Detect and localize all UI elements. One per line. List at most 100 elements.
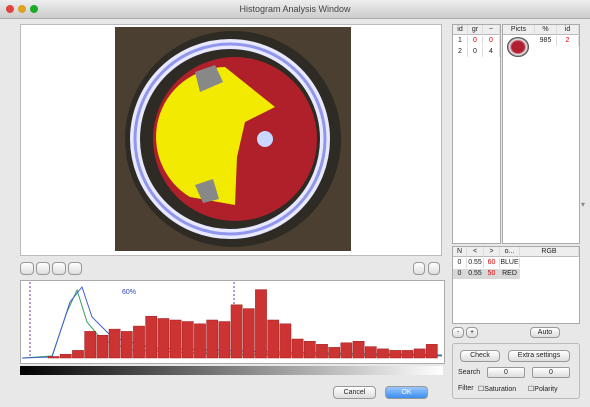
- title-bar: Histogram Analysis Window: [0, 0, 590, 19]
- filter-label: Filter: [458, 385, 474, 392]
- histogram-bar: [218, 321, 231, 359]
- histogram-bar: [340, 342, 353, 359]
- shape: [195, 179, 219, 203]
- header-cell: o...: [500, 247, 520, 257]
- header-cell: ~: [483, 25, 500, 35]
- histogram-bar: [120, 331, 133, 359]
- histogram-bar: [96, 334, 109, 359]
- header-cell: id: [453, 25, 468, 35]
- histogram-bar: [47, 356, 60, 359]
- settings-box: [452, 343, 580, 399]
- table-cell: RED: [500, 269, 520, 279]
- search-from[interactable]: 0: [487, 367, 525, 378]
- option: Saturation: [484, 386, 517, 393]
- saturation-checkbox[interactable]: ☐Saturation: [478, 385, 516, 393]
- auto-button[interactable]: Auto: [530, 327, 560, 338]
- histogram-bar: [72, 350, 84, 359]
- histogram-bar: [84, 331, 97, 359]
- table-cell: 0.55: [467, 269, 484, 279]
- plus-button[interactable]: +: [466, 327, 478, 338]
- polarity-checkbox[interactable]: ☐Polarity: [528, 385, 558, 393]
- minus-button[interactable]: -: [452, 327, 464, 338]
- histogram-bar: [108, 328, 121, 359]
- histogram-bar: [328, 347, 341, 359]
- header-cell: RGB: [520, 247, 579, 257]
- histogram-bar: [133, 325, 145, 359]
- min-dot: [18, 5, 26, 13]
- channel-table: N < > o... RGB 0 0.55 60 BLUE 0 0.55 50 RED: [452, 246, 580, 324]
- close-dot: [6, 5, 14, 13]
- shape: [133, 42, 327, 236]
- histogram-bar: [267, 319, 280, 359]
- gradient-bar: [20, 366, 443, 375]
- annotation: 60%: [122, 289, 136, 296]
- header-cell: >: [484, 247, 500, 257]
- search-label: Search: [458, 369, 481, 376]
- image: [115, 27, 351, 251]
- table-cell: 0.55: [467, 258, 484, 268]
- shape: [156, 67, 275, 205]
- box: ☐: [478, 386, 485, 393]
- header-cell: Picts: [503, 25, 535, 35]
- histogram-bar: [169, 319, 182, 359]
- histogram-bar: [255, 289, 267, 359]
- extra-settings-button[interactable]: Extra settings: [508, 350, 570, 362]
- histogram-bar: [389, 350, 402, 359]
- histogram-bar: [303, 341, 316, 359]
- histogram-bar: [206, 319, 219, 359]
- histogram-bar: [230, 304, 243, 359]
- histogram-bar: [145, 315, 158, 359]
- list-table: id gr ~1 0 0 2 0 4: [452, 24, 501, 244]
- histogram-bar: [242, 308, 255, 359]
- zoom-button[interactable]: [413, 262, 425, 275]
- ellipse-tool[interactable]: [36, 262, 50, 275]
- table-cell: 60: [484, 258, 500, 268]
- table-cell: 0: [468, 47, 483, 57]
- table-cell: BLUE: [500, 258, 520, 268]
- histogram-bar: [413, 348, 426, 359]
- option: Polarity: [534, 386, 558, 393]
- rect-tool[interactable]: [20, 262, 34, 275]
- pointer-tool[interactable]: [68, 262, 82, 275]
- panel-button[interactable]: [428, 262, 440, 275]
- histogram-bar: [316, 344, 328, 359]
- histogram-bar: [425, 344, 438, 359]
- shape: [257, 131, 273, 147]
- pict-table: Picts% id 985 2: [502, 24, 580, 244]
- header-cell: <: [467, 247, 484, 257]
- table-cell: 0: [483, 36, 500, 46]
- table-cell: 0: [468, 36, 483, 46]
- histogram-bar: [352, 341, 365, 359]
- table-cell: 1: [453, 36, 468, 46]
- cancel-button[interactable]: Cancel: [333, 386, 376, 399]
- table-cell: 4: [483, 47, 500, 57]
- histogram-bar: [279, 323, 292, 359]
- search-to[interactable]: 0: [532, 367, 570, 378]
- ok-button[interactable]: OK: [385, 386, 428, 399]
- table-cell: 985: [535, 36, 557, 46]
- max-dot: [30, 5, 38, 13]
- histogram-bar: [377, 348, 389, 359]
- header-cell: gr: [468, 25, 483, 35]
- histogram-bar: [59, 353, 72, 359]
- header-cell: N: [453, 247, 467, 257]
- histogram: 60%: [22, 282, 442, 359]
- table-cell: 0: [453, 258, 467, 268]
- shape: [195, 65, 223, 92]
- table-cell: 2: [557, 36, 579, 46]
- header-cell: id: [557, 25, 579, 35]
- table-cell: 2: [453, 47, 468, 57]
- thumbnail: [507, 37, 529, 57]
- histogram-bar: [194, 323, 206, 359]
- scroll-arrow: ▾: [581, 200, 586, 209]
- poly-tool[interactable]: [52, 262, 66, 275]
- histogram-bar: [401, 350, 414, 359]
- table-cell: 0: [453, 269, 467, 279]
- header-cell: %: [535, 25, 557, 35]
- histogram-bar: [291, 338, 304, 359]
- histogram-bar: [181, 321, 194, 359]
- box: ☐: [528, 386, 535, 393]
- window-title: Histogram Analysis Window: [239, 4, 351, 14]
- check-button[interactable]: Check: [460, 350, 500, 362]
